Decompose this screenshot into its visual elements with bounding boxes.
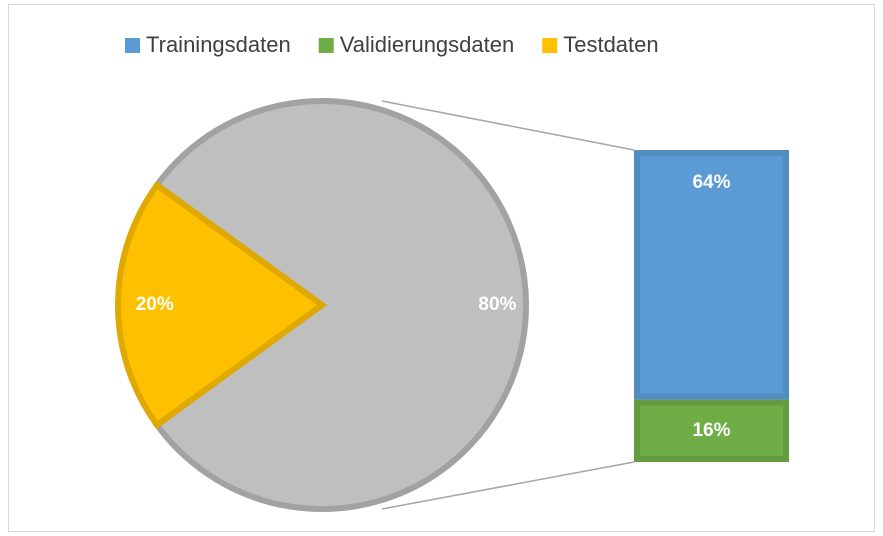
bar-segment bbox=[634, 150, 789, 400]
pie-slice bbox=[152, 98, 529, 512]
legend-swatch bbox=[318, 38, 334, 53]
pie-slice bbox=[115, 180, 328, 430]
connector bbox=[381, 100, 635, 151]
data-label: 64% bbox=[692, 172, 730, 193]
data-label: 20% bbox=[136, 294, 174, 315]
data-label: 80% bbox=[478, 294, 516, 315]
legend-swatch bbox=[125, 38, 140, 53]
legend-label: Testdaten bbox=[563, 32, 658, 57]
connector bbox=[381, 461, 635, 510]
legend-label: Validierungsdaten bbox=[340, 32, 515, 57]
legend-swatch bbox=[542, 38, 558, 53]
data-label: 16% bbox=[692, 420, 730, 441]
legend-label: Trainingsdaten bbox=[146, 32, 291, 57]
bar-segment bbox=[634, 399, 789, 463]
